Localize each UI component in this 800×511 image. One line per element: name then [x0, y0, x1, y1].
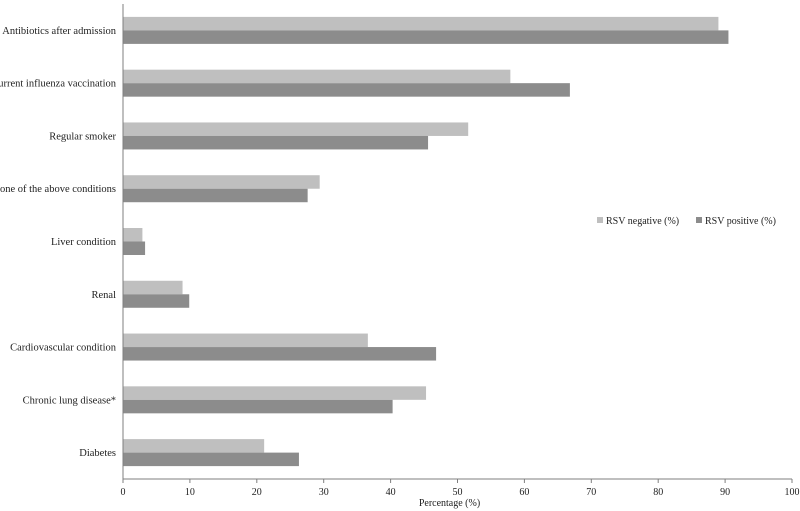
category-label: Renal: [92, 290, 117, 301]
bar-rsv-positive-5: [123, 294, 190, 308]
bars-group: [123, 16, 729, 467]
legend-label-rsv-positive: RSV positive (%): [705, 216, 776, 227]
bar-rsv-negative-0: [123, 16, 719, 31]
category-label: Liver condition: [51, 237, 117, 248]
bar-rsv-negative-7: [123, 386, 427, 400]
bar-rsv-positive-6: [123, 347, 437, 361]
x-tick-label: 50: [453, 487, 463, 498]
legend-swatch-rsv-positive: [696, 217, 702, 223]
bar-rsv-positive-8: [123, 452, 299, 467]
x-tick-label: 70: [586, 487, 596, 498]
bar-rsv-positive-3: [123, 188, 308, 203]
bar-rsv-negative-8: [123, 439, 265, 453]
legend-swatch-rsv-negative: [597, 217, 603, 223]
bar-rsv-negative-3: [123, 175, 320, 189]
bar-rsv-positive-4: [123, 241, 146, 255]
bar-rsv-positive-0: [123, 30, 729, 44]
bar-rsv-positive-1: [123, 83, 570, 97]
category-label: Regular smoker: [49, 131, 116, 142]
x-tick-label: 60: [519, 487, 529, 498]
x-tick-label: 40: [386, 487, 396, 498]
category-label: Current influenza vaccination: [0, 79, 117, 90]
x-tick-label: 0: [121, 487, 126, 498]
x-tick-label: 80: [653, 487, 663, 498]
bar-rsv-negative-4: [123, 228, 143, 242]
bar-rsv-negative-2: [123, 122, 469, 136]
category-label: None of the above conditions: [0, 184, 116, 195]
legend-label-rsv-negative: RSV negative (%): [606, 216, 679, 227]
x-tick-label: 100: [785, 487, 800, 498]
category-label: Antibiotics after admission: [2, 26, 116, 37]
x-tick-label: 90: [720, 487, 730, 498]
category-label: Chronic lung disease*: [23, 395, 116, 406]
category-label: Cardiovascular condition: [10, 343, 117, 354]
bar-rsv-negative-1: [123, 69, 511, 84]
category-label: Diabetes: [79, 448, 116, 459]
bar-rsv-negative-5: [123, 280, 183, 295]
x-tick-label: 30: [319, 487, 329, 498]
category-labels: Antibiotics after admission Current influ…: [0, 26, 117, 459]
x-ticks: 0 10 20 30 40 50 60 70 80 90 100: [121, 479, 800, 498]
bar-rsv-positive-7: [123, 399, 393, 414]
bar-rsv-positive-2: [123, 135, 429, 150]
x-tick-label: 20: [252, 487, 262, 498]
legend: RSV negative (%) RSV positive (%): [597, 216, 776, 227]
x-axis-title: Percentage (%): [419, 498, 480, 509]
bar-rsv-negative-6: [123, 333, 368, 348]
x-tick-label: 10: [185, 487, 195, 498]
